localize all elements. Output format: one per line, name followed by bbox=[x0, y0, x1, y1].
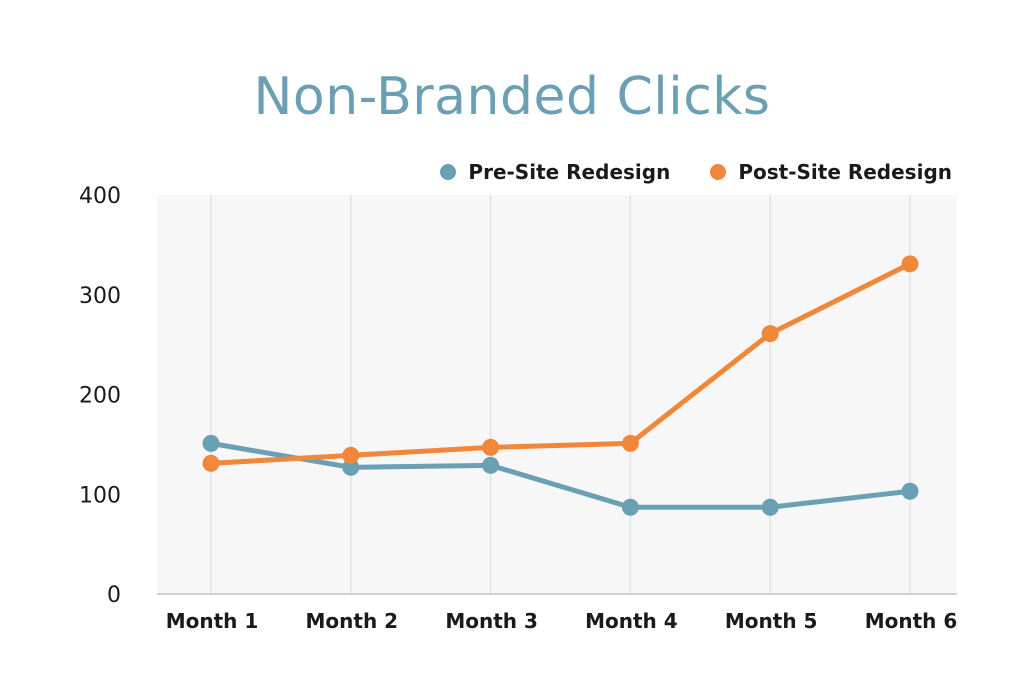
x-tick-label: Month 3 bbox=[445, 609, 538, 633]
data-point-pre bbox=[761, 498, 779, 516]
x-axis-ticks: Month 1 Month 2 Month 3 Month 4 Month 5 Month… bbox=[166, 609, 958, 633]
legend-swatch-pre bbox=[440, 164, 457, 180]
data-point-pre bbox=[342, 458, 360, 476]
data-point-pre bbox=[482, 456, 500, 474]
series-line-post bbox=[208, 261, 913, 466]
chart-title: Non-Branded Clicks bbox=[253, 67, 771, 127]
x-tick-label: Month 2 bbox=[306, 609, 399, 633]
legend-swatch-post bbox=[710, 164, 727, 180]
series-layer bbox=[202, 255, 919, 516]
legend-label-post: Post-Site Redesign bbox=[738, 160, 952, 184]
y-tick-label: 300 bbox=[79, 284, 121, 309]
x-tick-label: Month 6 bbox=[865, 609, 958, 633]
data-point-pre bbox=[621, 498, 639, 516]
data-point-post bbox=[621, 434, 639, 452]
data-point-pre bbox=[901, 482, 919, 500]
legend: Pre-Site Redesign Post-Site Redesign bbox=[440, 160, 952, 184]
data-point-post bbox=[901, 255, 919, 273]
data-point-post bbox=[202, 454, 220, 472]
y-tick-label: 200 bbox=[79, 384, 121, 409]
x-tick-label: Month 5 bbox=[725, 609, 818, 633]
data-point-post bbox=[342, 446, 360, 464]
legend-item-pre: Pre-Site Redesign bbox=[440, 160, 670, 184]
legend-label-pre: Pre-Site Redesign bbox=[468, 160, 671, 184]
series-line-pre bbox=[208, 440, 913, 510]
y-tick-label: 400 bbox=[79, 184, 121, 209]
legend-item-post: Post-Site Redesign bbox=[710, 160, 952, 184]
y-axis-ticks: 0 100 200 300 400 bbox=[79, 184, 121, 608]
data-point-pre bbox=[202, 434, 220, 452]
plot-area bbox=[157, 195, 957, 593]
x-tick-label: Month 4 bbox=[585, 609, 678, 633]
data-point-post bbox=[761, 325, 779, 343]
y-tick-label: 100 bbox=[79, 483, 121, 508]
data-point-post bbox=[482, 438, 500, 456]
y-tick-label: 0 bbox=[107, 583, 121, 608]
x-tick-label: Month 1 bbox=[166, 609, 259, 633]
